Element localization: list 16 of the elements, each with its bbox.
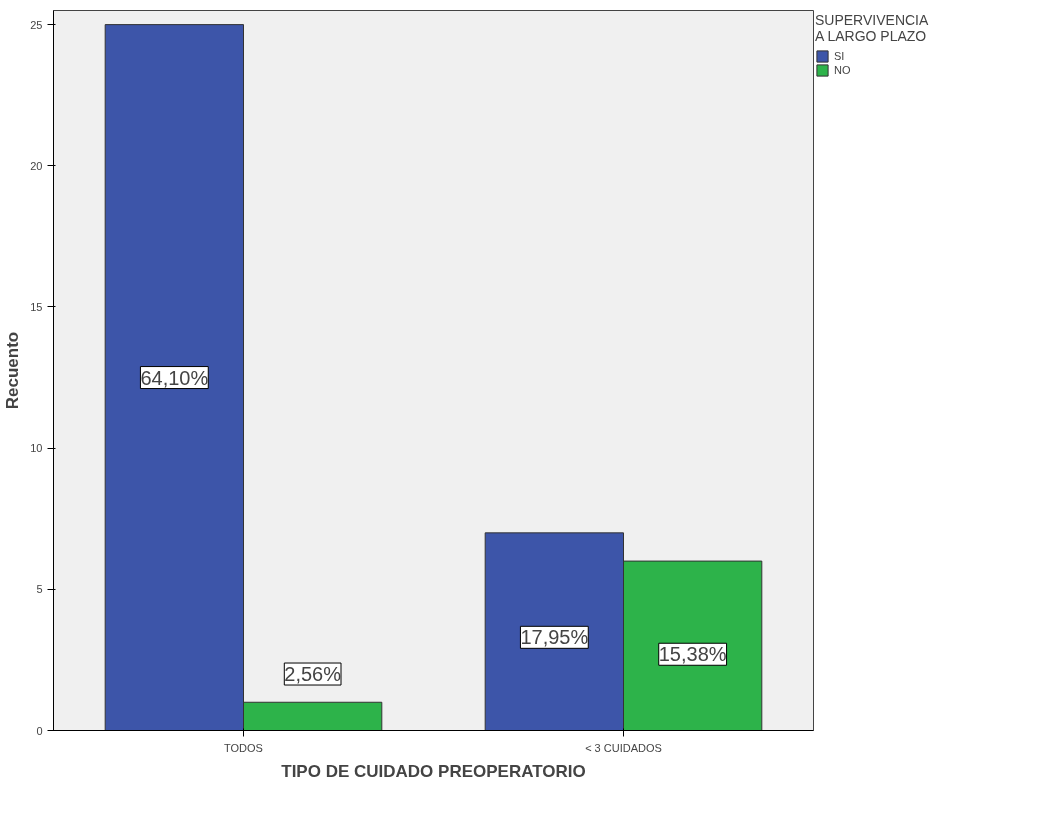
x-axis-title: TIPO DE CUIDADO PREOPERATORIO xyxy=(281,761,586,781)
annotation: 15,38% xyxy=(658,643,727,666)
x-tick-label: TODOS xyxy=(224,741,263,754)
legend-label: SI xyxy=(834,50,846,62)
y-tick-label: 20 xyxy=(30,159,43,172)
legend-label: NO xyxy=(834,64,852,76)
annotation: 17,95% xyxy=(520,626,589,649)
y-tick-label: 5 xyxy=(36,583,43,596)
y-tick-label: 0 xyxy=(36,724,43,737)
y-tick-label: 10 xyxy=(30,442,43,455)
x-tick-label: < 3 CUIDADOS xyxy=(585,741,662,754)
annotation: 64,10% xyxy=(140,366,209,389)
y-axis-title: Recuento xyxy=(3,331,23,410)
y-tick-label: 15 xyxy=(30,300,43,313)
y-tick-label: 25 xyxy=(30,18,43,31)
legend-title: SUPERVIVENCIA A LARGO PLAZO xyxy=(815,12,929,44)
